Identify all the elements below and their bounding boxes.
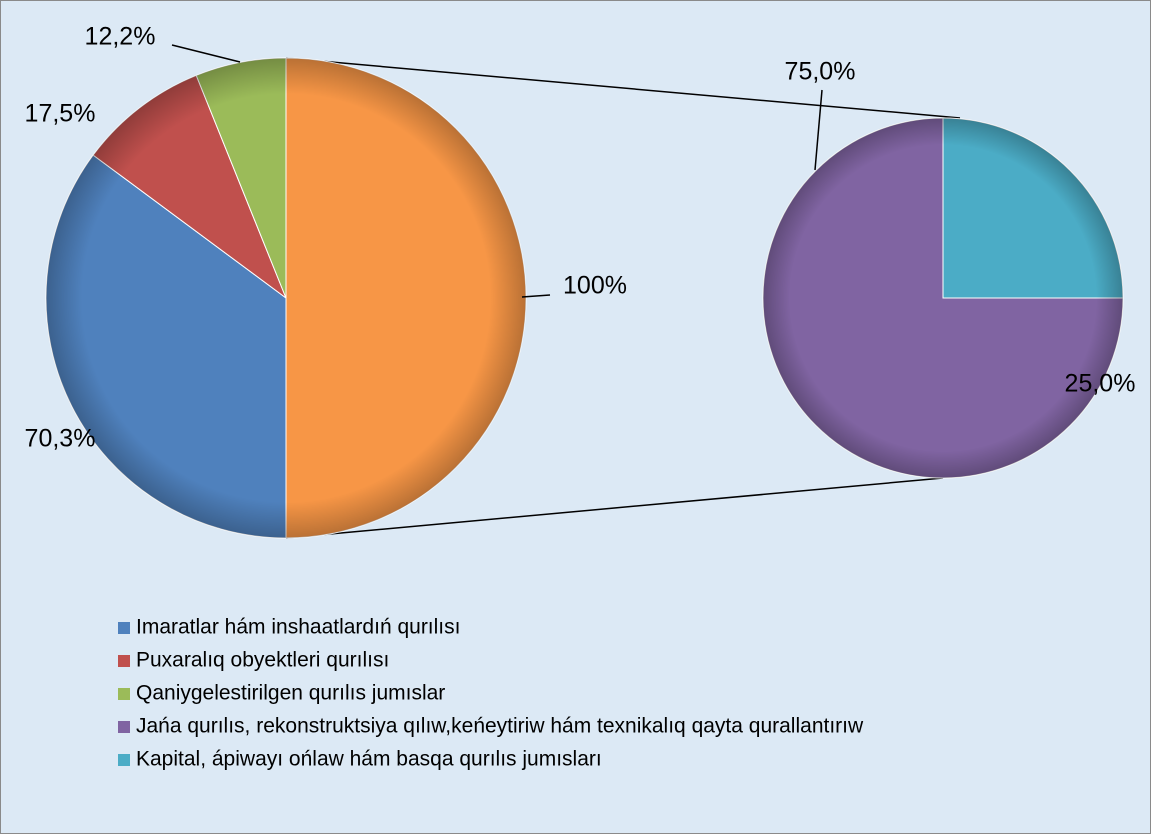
- legend-swatch: [118, 754, 130, 766]
- pie-shade: [46, 58, 526, 538]
- data-label: 70,3%: [25, 425, 96, 453]
- legend-label: Kapital, ápiwayı ońlaw hám basqa qurılıs…: [136, 748, 602, 771]
- data-label: 12,2%: [85, 23, 156, 51]
- pie-shade: [763, 118, 1123, 478]
- leader-line: [171, 44, 241, 63]
- leader-line: [814, 89, 823, 171]
- connector: [285, 57, 961, 119]
- data-label: 75,0%: [785, 58, 856, 86]
- legend-label: Puxaralıq obyektleri qurılısı: [136, 649, 389, 672]
- leader-line: [521, 294, 551, 298]
- legend-swatch: [118, 688, 130, 700]
- legend-swatch: [118, 721, 130, 733]
- legend-label: Qaniygelestirilgen qurılıs jumıslar: [136, 682, 445, 705]
- connector: [285, 477, 944, 539]
- data-label: 100%: [563, 272, 627, 300]
- legend-label: Imaratlar hám inshaatlardıń qurılısı: [136, 616, 460, 639]
- data-label: 17,5%: [25, 100, 96, 128]
- legend-swatch: [118, 622, 130, 634]
- legend-label: Jańa qurılıs, rekonstruktsiya qılıw,keńe…: [136, 715, 864, 738]
- legend-swatch: [118, 655, 130, 667]
